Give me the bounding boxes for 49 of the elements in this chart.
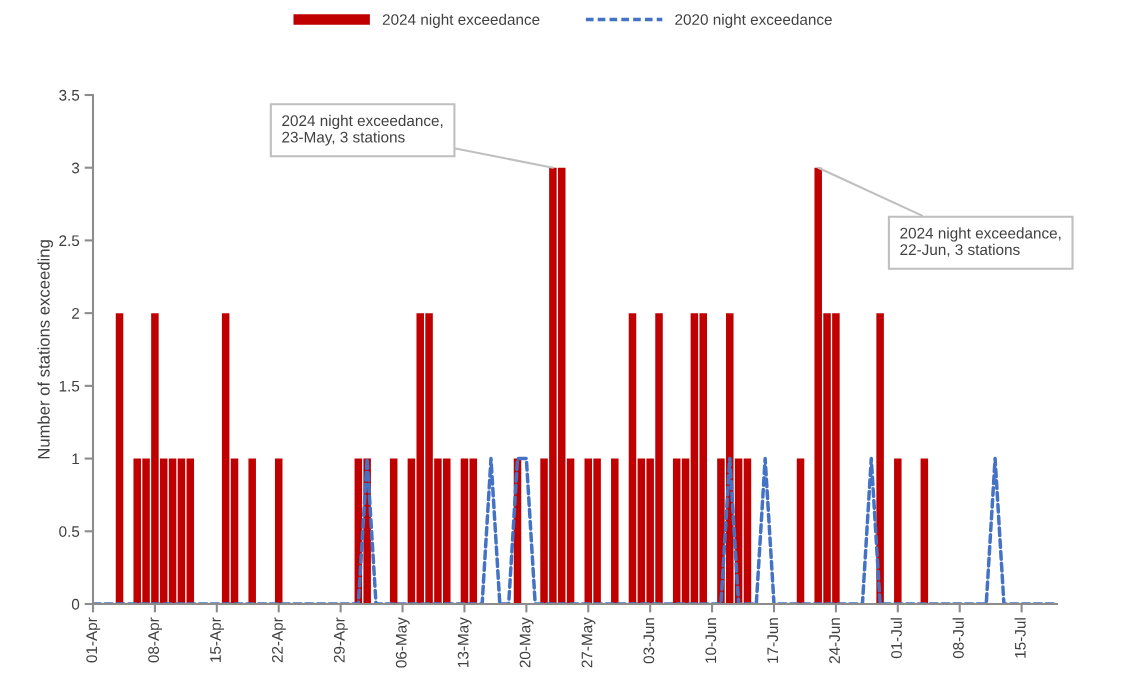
x-tick-label: 17-Jun xyxy=(767,618,779,663)
bar xyxy=(469,458,478,604)
x-tick-label: 15-Apr xyxy=(210,617,224,662)
bar xyxy=(230,458,239,604)
x-tick-label: 08-Jul xyxy=(952,618,964,659)
bar xyxy=(920,458,929,604)
bar xyxy=(743,458,752,604)
y-tick-label: 0 xyxy=(71,598,80,610)
bar xyxy=(672,458,681,604)
bar xyxy=(186,458,195,604)
x-tick-label: 13-May xyxy=(457,617,472,667)
bar xyxy=(894,458,902,604)
bar xyxy=(460,458,469,604)
bar xyxy=(566,458,575,604)
x-tick-label: 01-Jul xyxy=(890,618,902,659)
x-tick-label: 15-Jul xyxy=(1014,618,1026,658)
bar xyxy=(876,313,884,604)
x-tick-label: 06-May xyxy=(395,617,410,668)
y-tick-label: 2.5 xyxy=(59,235,80,247)
annotation: 2024 night exceedance, 23-May, 3 stations xyxy=(282,114,443,146)
bar xyxy=(611,458,619,604)
bar xyxy=(177,458,186,604)
bar xyxy=(221,313,230,604)
x-tick-label: 27-May xyxy=(581,617,596,668)
y-tick-label: 2 xyxy=(72,308,80,319)
y-tick-label: 1 xyxy=(72,453,80,465)
y-tick-label: 0.5 xyxy=(59,526,80,537)
x-tick-label: 08-Apr xyxy=(148,617,163,663)
bar xyxy=(681,458,690,604)
y-axis-title: Number of stations exceeding xyxy=(37,240,54,459)
x-tick-label: 20-May xyxy=(519,617,534,668)
legend-label: 2020 night exceedance xyxy=(675,13,832,28)
y-tick-label: 1.5 xyxy=(59,380,80,392)
x-tick-label: 03-Jun xyxy=(643,618,655,664)
bar xyxy=(796,458,805,604)
annotation: 2024 night exceedance, 22-Jun, 3 stations xyxy=(900,227,1061,257)
y-tick-label: 3 xyxy=(71,162,80,174)
x-tick-label: 10-Jun xyxy=(705,618,717,663)
bar xyxy=(274,458,283,604)
bar xyxy=(115,313,124,604)
x-tick-label: 24-Jun xyxy=(829,618,840,664)
x-tick-label: 22-Apr xyxy=(272,617,286,663)
x-tick-label: 29-Apr xyxy=(333,617,348,663)
bar xyxy=(628,313,637,604)
bar xyxy=(248,458,256,604)
y-tick-label: 3.5 xyxy=(59,89,80,101)
x-tick-label: 01-Apr xyxy=(86,617,101,663)
legend-label: 2024 night exceedance xyxy=(382,13,540,28)
bar xyxy=(389,458,398,604)
